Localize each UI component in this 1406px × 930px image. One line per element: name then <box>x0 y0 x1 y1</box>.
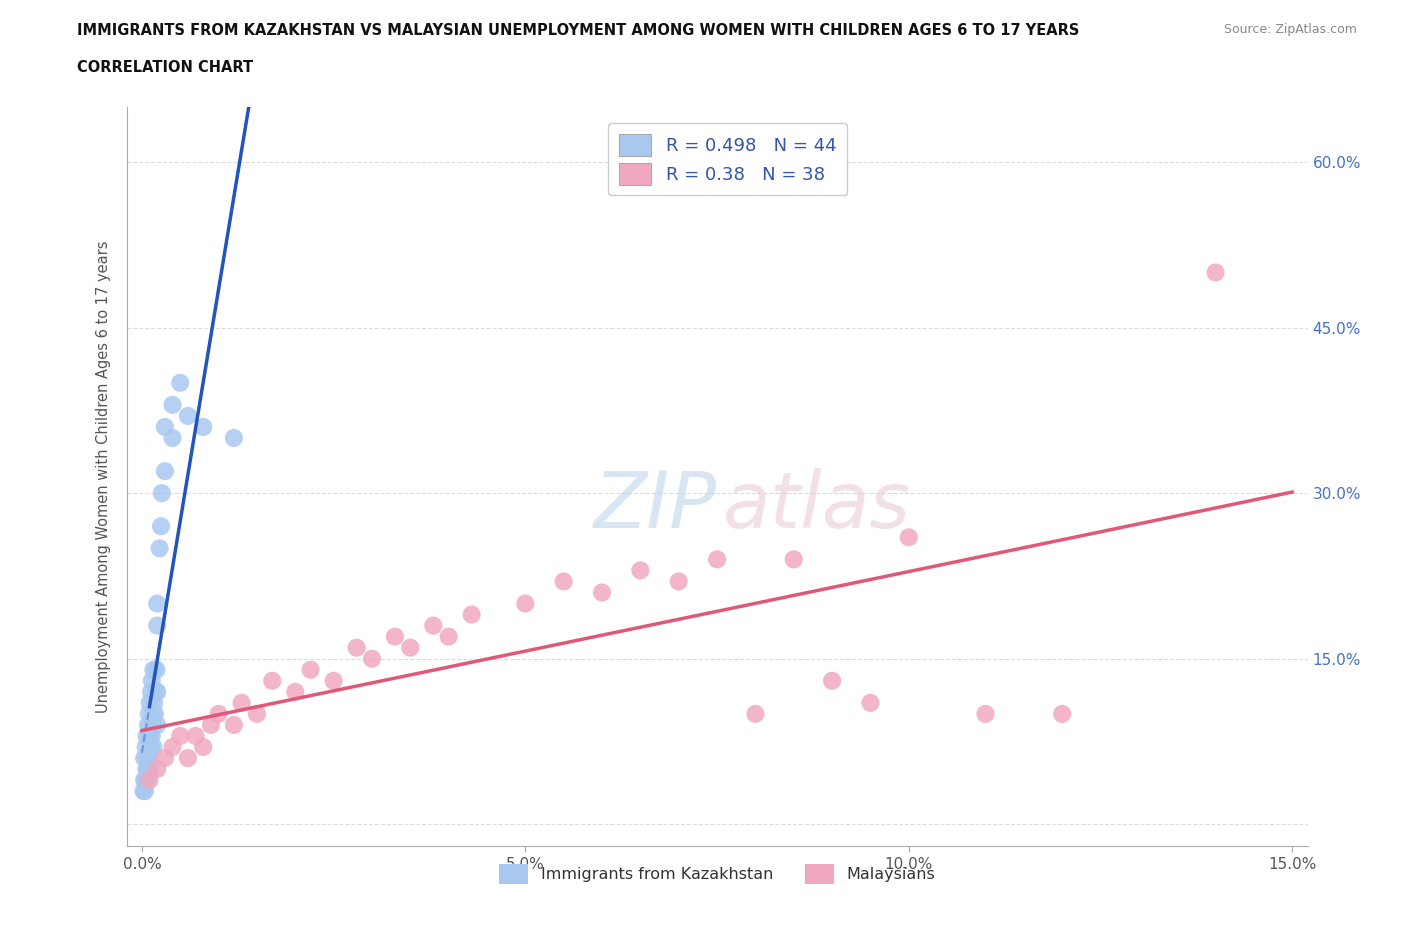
Point <box>153 751 176 765</box>
Point <box>177 408 200 423</box>
Point <box>169 728 191 743</box>
Point <box>361 651 384 666</box>
Point <box>262 673 284 688</box>
Point <box>897 530 920 545</box>
Point <box>177 751 200 765</box>
Point <box>162 397 184 412</box>
Point <box>138 707 160 722</box>
Y-axis label: Unemployment Among Women with Children Ages 6 to 17 years: Unemployment Among Women with Children A… <box>96 240 111 713</box>
Point <box>134 751 156 765</box>
Point <box>139 739 162 754</box>
Point <box>150 485 173 500</box>
Point <box>146 596 169 611</box>
Point <box>146 762 169 777</box>
Point <box>141 673 163 688</box>
Point <box>384 630 406 644</box>
Point <box>141 728 163 743</box>
Point <box>142 707 165 722</box>
Point <box>143 707 166 722</box>
Point <box>153 419 176 434</box>
Point <box>135 762 157 777</box>
Point <box>139 684 162 699</box>
Point <box>146 618 169 633</box>
Point <box>136 773 159 788</box>
Text: Source: ZipAtlas.com: Source: ZipAtlas.com <box>1223 23 1357 36</box>
Point <box>132 784 155 799</box>
Point <box>783 551 806 566</box>
Point <box>422 618 444 633</box>
Point <box>142 662 165 677</box>
Point <box>146 684 169 699</box>
Point <box>148 541 170 556</box>
Point <box>142 739 165 754</box>
Point <box>284 684 307 699</box>
Legend: Immigrants from Kazakhstan, Malaysians: Immigrants from Kazakhstan, Malaysians <box>492 857 942 890</box>
Point <box>591 585 613 600</box>
Point <box>668 574 690 589</box>
Point <box>134 784 156 799</box>
Point <box>145 684 167 699</box>
Point <box>1205 265 1227 280</box>
Point <box>322 673 344 688</box>
Point <box>184 728 207 743</box>
Point <box>136 762 159 777</box>
Point <box>706 551 728 566</box>
Point <box>744 707 766 722</box>
Point <box>142 717 165 732</box>
Point <box>136 717 159 732</box>
Point <box>246 707 269 722</box>
Point <box>628 563 651 578</box>
Point <box>138 773 160 788</box>
Point <box>162 739 184 754</box>
Point <box>346 640 368 655</box>
Point <box>169 376 191 391</box>
Point <box>193 739 215 754</box>
Point <box>222 431 245 445</box>
Point <box>138 762 160 777</box>
Point <box>222 717 245 732</box>
Text: ZIP: ZIP <box>595 468 717 544</box>
Text: CORRELATION CHART: CORRELATION CHART <box>77 60 253 75</box>
Point <box>460 607 482 622</box>
Text: IMMIGRANTS FROM KAZAKHSTAN VS MALAYSIAN UNEMPLOYMENT AMONG WOMEN WITH CHILDREN A: IMMIGRANTS FROM KAZAKHSTAN VS MALAYSIAN … <box>77 23 1080 38</box>
Point <box>135 739 157 754</box>
Point <box>553 574 575 589</box>
Point <box>138 751 160 765</box>
Point <box>136 751 159 765</box>
Point <box>150 519 173 534</box>
Point <box>974 707 997 722</box>
Point <box>146 717 169 732</box>
Point <box>437 630 460 644</box>
Point <box>200 717 222 732</box>
Point <box>143 696 166 711</box>
Point <box>515 596 537 611</box>
Point <box>138 696 160 711</box>
Point <box>193 419 215 434</box>
Point <box>138 728 160 743</box>
Point <box>153 464 176 479</box>
Point <box>399 640 422 655</box>
Point <box>299 662 322 677</box>
Point <box>162 431 184 445</box>
Point <box>135 728 157 743</box>
Point <box>859 696 882 711</box>
Point <box>821 673 844 688</box>
Point <box>135 773 157 788</box>
Point <box>145 662 167 677</box>
Point <box>1050 707 1073 722</box>
Point <box>231 696 253 711</box>
Point <box>207 707 229 722</box>
Point <box>134 773 156 788</box>
Text: atlas: atlas <box>723 468 911 544</box>
